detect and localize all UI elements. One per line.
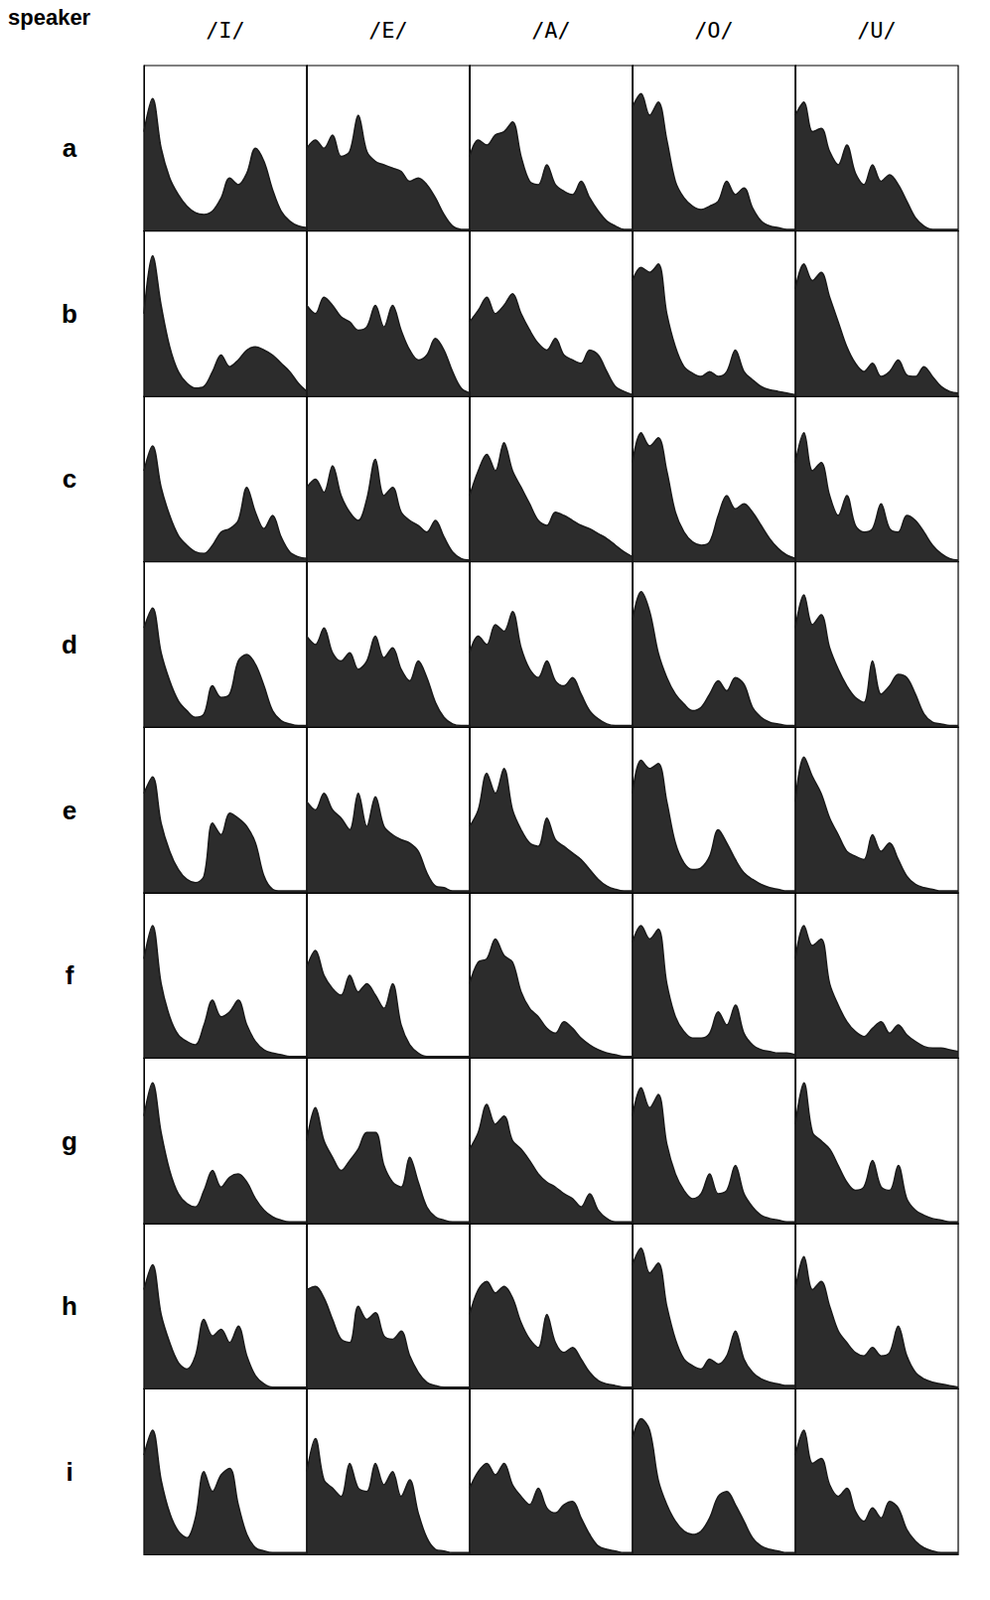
svg-text:/U/: /U/ xyxy=(856,17,897,43)
svg-text:i: i xyxy=(65,1456,73,1487)
svg-text:d: d xyxy=(61,629,78,660)
svg-text:/E/: /E/ xyxy=(368,17,409,43)
svg-text:/O/: /O/ xyxy=(694,17,734,43)
svg-text:f: f xyxy=(65,960,75,990)
svg-text:/A/: /A/ xyxy=(531,17,571,43)
svg-text:c: c xyxy=(62,463,77,494)
svg-text:g: g xyxy=(61,1126,78,1156)
svg-text:speaker: speaker xyxy=(7,4,92,30)
svg-text:h: h xyxy=(61,1290,78,1321)
svg-text:/I/: /I/ xyxy=(205,17,246,43)
svg-text:e: e xyxy=(62,795,77,826)
svg-text:a: a xyxy=(62,133,78,163)
svg-text:b: b xyxy=(61,298,78,329)
